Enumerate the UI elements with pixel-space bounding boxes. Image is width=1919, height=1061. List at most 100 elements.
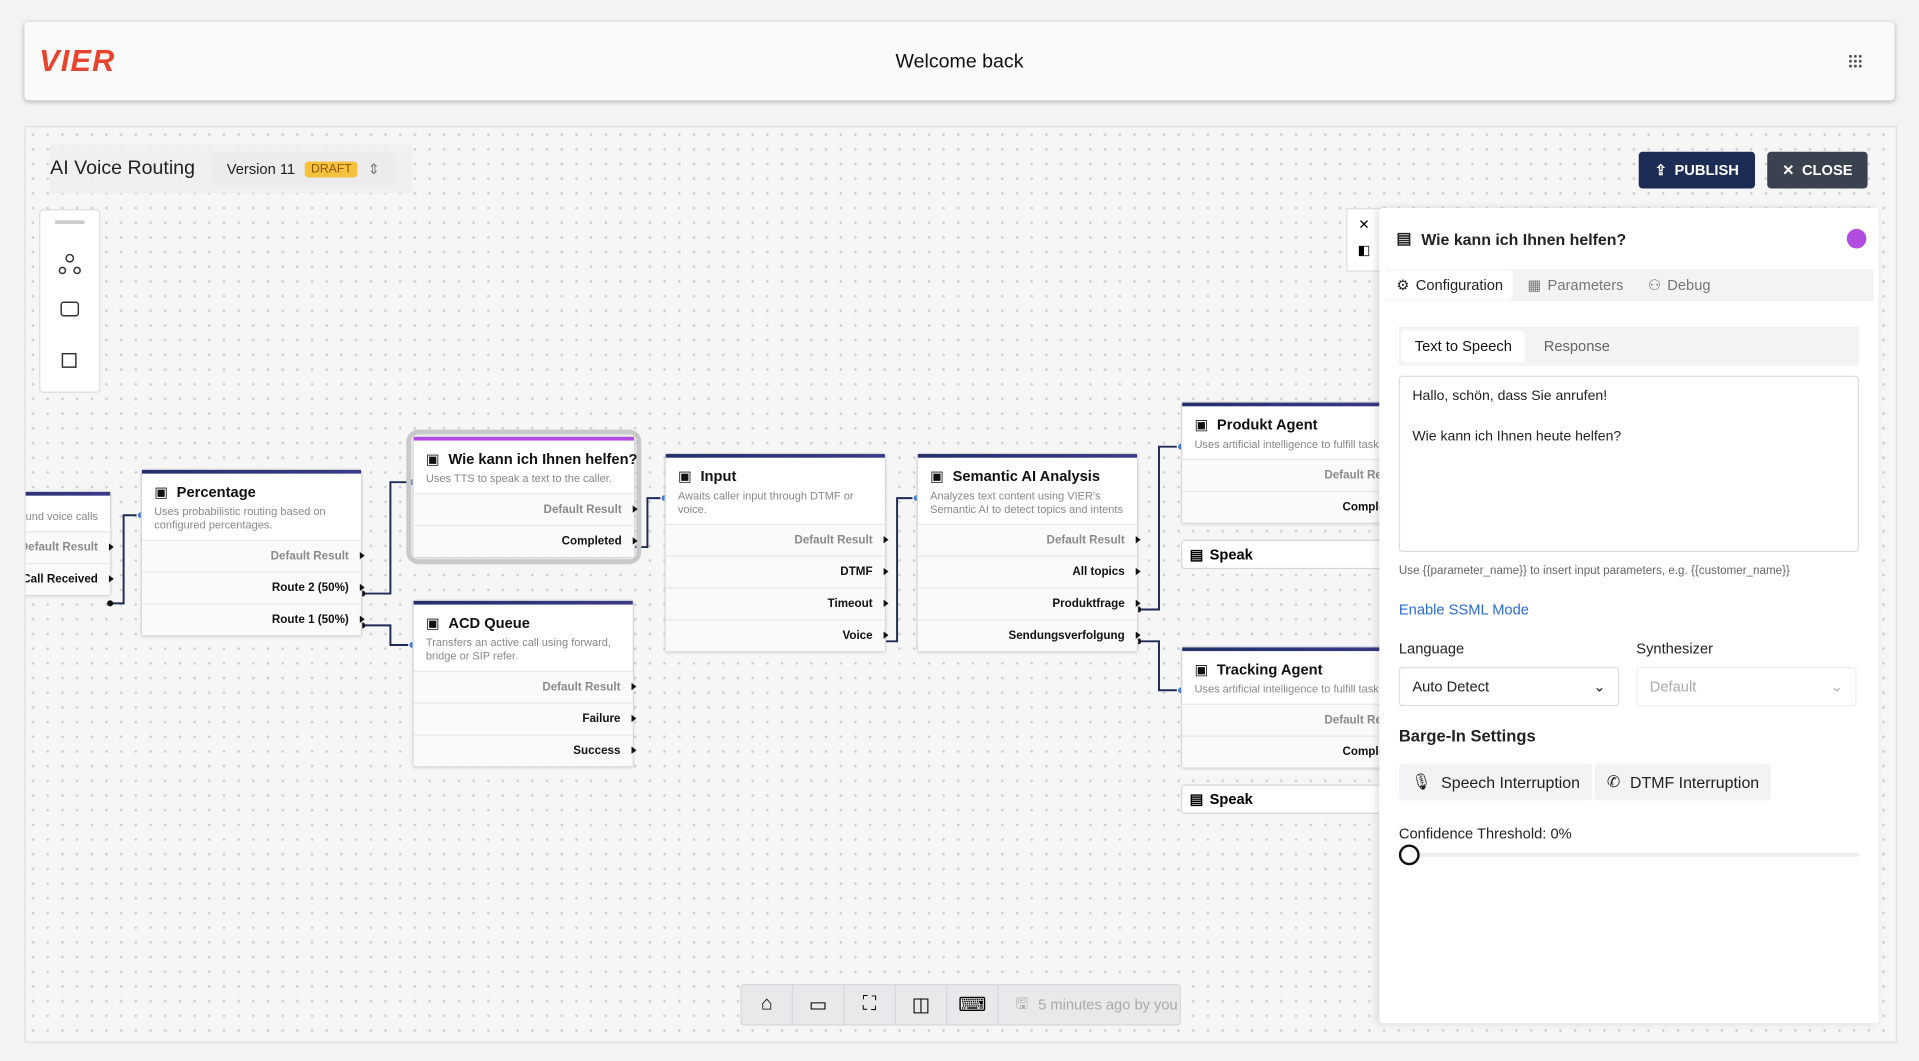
flow-name: AI Voice Routing — [50, 157, 195, 179]
node-icon: ▣ — [1194, 416, 1209, 434]
flow-node[interactable]: ▣ Produkt Agent Uses artificial intelligen… — [1181, 401, 1419, 524]
sidebar[interactable]: ◫ — [896, 985, 948, 1025]
header-title: Welcome back — [895, 51, 1024, 73]
flow-node[interactable]: ound voice calls Default Result Call Recei… — [25, 490, 114, 597]
ssml-link[interactable]: Enable SSML Mode — [1398, 600, 1529, 619]
node-icon: ▣ — [425, 614, 440, 632]
node-description: Uses probabilistic routing based on conf… — [154, 505, 326, 532]
node-output: Default Result — [665, 523, 889, 556]
flow-bar: AI Voice Routing Version 11 DRAFT ⇕ — [50, 144, 412, 194]
dtmf-interruption[interactable]: ✆ DTMF Interruption — [1594, 763, 1772, 801]
hint: Use {{parameter_name}} to insert input p… — [1398, 564, 1790, 578]
flow-node[interactable]: ▣ Input Awaits caller input through DTMF o… — [664, 452, 889, 653]
node-icon: ▣ — [678, 467, 692, 485]
node-output: Timeout — [665, 587, 889, 620]
language-value: Auto Detect — [1412, 678, 1490, 696]
node-description: Transfers an active call using forward, … — [425, 636, 611, 663]
node-output: Completed — [1182, 735, 1419, 768]
close-button[interactable]: ✕ CLOSE — [1767, 151, 1868, 189]
status-badge: DRAFT — [304, 160, 358, 177]
barge-in-heading: Barge-In Settings — [1398, 726, 1536, 746]
folder[interactable]: ▭ — [793, 985, 845, 1025]
node-icon: ▣ — [154, 483, 169, 501]
subtab[interactable]: Response — [1543, 337, 1610, 355]
keyboard[interactable]: ⌨ — [947, 985, 999, 1025]
publish-label: PUBLISH — [1674, 161, 1739, 179]
close-label: CLOSE — [1801, 161, 1853, 179]
node-output: Default Result — [413, 493, 638, 526]
flow-node[interactable]: ▣ Tracking Agent Uses artificial intellige… — [1181, 646, 1419, 769]
tab-icon: ⚇ — [1647, 276, 1662, 294]
node-title: Percentage — [176, 483, 256, 501]
node-description: Awaits caller input through DTMF or voic… — [678, 489, 854, 516]
option-label: DTMF Interruption — [1630, 772, 1760, 792]
node-title: Produkt Agent — [1216, 416, 1318, 434]
version: Version 11 — [226, 160, 296, 178]
flow-node[interactable]: ▣ Percentage Uses probabilistic routing ba… — [140, 468, 365, 637]
node-head: ▣ ACD Queue — [414, 605, 633, 634]
tab-label: Configuration — [1415, 276, 1504, 294]
slider-knob[interactable] — [1398, 844, 1420, 866]
speak-node[interactable]: ▤ Speak — [1181, 539, 1412, 570]
panel-controls[interactable]: ✕ ◧ — [1346, 208, 1381, 272]
node-description: Analyzes text content using VIER's Seman… — [930, 489, 1123, 516]
node-head: ▣ Tracking Agent — [1182, 651, 1415, 680]
node-title: Wie kann ich Ihnen helfen? — [448, 450, 638, 468]
language-select[interactable]: Auto Detect ⌄ — [1398, 666, 1620, 707]
save-status: 🖫 5 minutes ago by you — [1015, 994, 1178, 1014]
flow-node[interactable]: ▣ Wie kann ich Ihnen helfen? Uses TTS to s… — [406, 429, 642, 565]
bottom-toolbar: ⌂ ▭ ⛶ ◫ ⌨ 🖫 5 minutes ago by you — [740, 983, 1182, 1026]
confidence-label: Confidence Threshold: 0% — [1398, 824, 1572, 843]
node-icon: ▣ — [425, 450, 440, 468]
speak-label: Speak — [1209, 790, 1253, 808]
node-description: Uses artificial intelligence to fulfill … — [1194, 438, 1385, 451]
tab-icon: ▦ — [1527, 276, 1542, 294]
node-icon: ▣ — [930, 467, 945, 485]
node-bar — [25, 491, 111, 496]
node-bar — [141, 469, 362, 474]
speak-icon: ▤ — [1189, 545, 1204, 563]
apps-icon[interactable] — [1848, 54, 1863, 69]
tab[interactable]: ⚙ Configuration — [1386, 270, 1513, 300]
flow-node[interactable]: ▣ ACD Queue Transfers an active call using… — [412, 599, 637, 768]
flow-node[interactable]: ▣ Semantic AI Analysis Analyzes text conte… — [916, 452, 1141, 653]
node-description: Uses TTS to speak a text to the caller. — [425, 472, 612, 485]
node-output: Sendungsverfolgung — [917, 619, 1141, 652]
node-output: DTMF — [665, 555, 889, 588]
tts-textarea[interactable]: Hallo, schön, dass Sie anrufen! Wie kann… — [1398, 375, 1860, 552]
node-bar — [1182, 402, 1415, 407]
node-bar — [413, 600, 633, 605]
speak-node[interactable]: ▤ Speak — [1181, 784, 1412, 814]
node-color[interactable] — [1846, 228, 1867, 249]
speech-interruption[interactable]: 🎙 Speech Interruption — [1398, 763, 1593, 801]
saved-text: 5 minutes ago by you — [1038, 996, 1178, 1014]
node-output: Failure — [413, 702, 637, 735]
node-output: All topics — [917, 555, 1141, 588]
tab[interactable]: ▦ Parameters — [1518, 270, 1634, 299]
synthesizer-select: Default ⌄ — [1636, 666, 1857, 707]
panel-title-text: Wie kann ich Ihnen helfen? — [1421, 229, 1627, 248]
fit-view[interactable]: ⛶ — [844, 985, 896, 1025]
node-output: Voice — [665, 619, 889, 652]
tool-icons[interactable] — [40, 224, 99, 383]
node-title: Tracking Agent — [1216, 660, 1323, 679]
publish-button[interactable]: ⇪ PUBLISH — [1638, 151, 1756, 189]
node-bar — [413, 436, 634, 441]
node-title: Semantic AI Analysis — [952, 467, 1101, 485]
speak-label: Speak — [1209, 545, 1253, 563]
tab[interactable]: ⚇ Debug — [1638, 270, 1720, 299]
version-select[interactable]: Version 11 DRAFT ⇕ — [212, 152, 395, 185]
home[interactable]: ⌂ — [742, 985, 794, 1025]
node-head — [26, 496, 110, 508]
synthesizer-value: Default — [1649, 678, 1697, 696]
option-label: Speech Interruption — [1441, 772, 1580, 792]
panel-title: ▤ Wie kann ich Ihnen helfen? — [1396, 228, 1627, 248]
subtab[interactable]: Text to Speech — [1401, 330, 1526, 363]
tool-palette — [39, 209, 101, 393]
logo[interactable]: VIER — [39, 44, 116, 79]
tabs: ⚙ Configuration ▦ Parameters ⚇ Debug — [1386, 269, 1874, 302]
node-output: Completed — [413, 525, 638, 557]
properties-panel: ▤ Wie kann ich Ihnen helfen? ⚙ Configurati… — [1379, 208, 1879, 1024]
